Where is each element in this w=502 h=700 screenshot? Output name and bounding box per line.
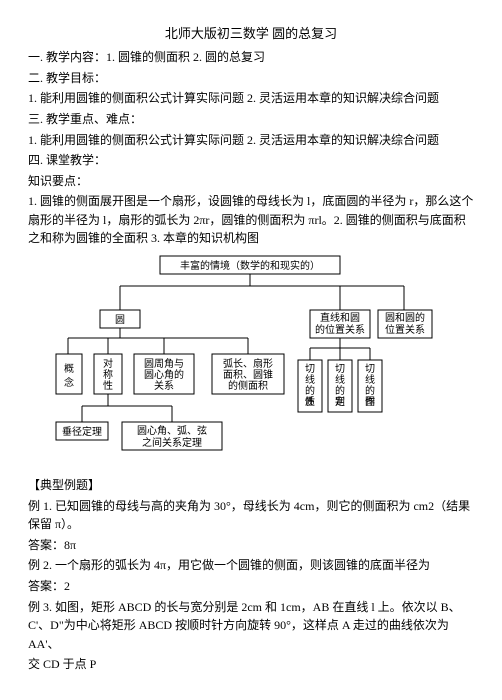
svg-text:的: 的 [335,384,345,397]
svg-text:性: 性 [103,379,113,392]
paragraph: 二. 教学目标： [28,69,474,88]
svg-text:线: 线 [365,373,375,386]
svg-text:之间关系定理: 之间关系定理 [142,436,202,449]
diagram-node: 直线和圆 [320,311,360,324]
svg-text:切: 切 [335,363,345,375]
svg-text:的: 的 [305,384,315,397]
paragraph: 三. 教学重点、难点： [28,110,474,129]
paragraph: 答案：2 [28,577,474,596]
svg-text:称: 称 [103,368,113,381]
svg-text:圆心角、弧、弦: 圆心角、弧、弦 [137,424,207,437]
paragraph: 1. 能利用圆锥的侧面积公式计算实际问题 2. 灵活运用本章的知识解决综合问题 [28,131,474,150]
svg-text:弧长、扇形: 弧长、扇形 [223,357,273,370]
paragraph: 例 2. 一个扇形的弧长为 4π，用它做一个圆锥的侧面，则该圆锥的底面半径为 [28,556,474,575]
svg-text:关系: 关系 [154,379,174,392]
svg-text:面积、圆锥: 面积、圆锥 [223,369,273,381]
svg-text:图: 图 [365,396,375,408]
svg-text:线: 线 [305,373,315,386]
svg-text:质: 质 [305,396,315,408]
svg-text:圆心角的: 圆心角的 [144,368,184,381]
paragraph: 知识要点： [28,172,474,191]
paragraph: 1. 圆锥的侧面展开图是一个扇形，设圆锥的母线长为 l，底面圆的半径为 r，那么… [28,192,474,248]
paragraph: 四. 课堂教学： [28,151,474,170]
diagram-node: 圆 [115,314,125,326]
paragraph: 【典型例题】 [28,476,474,495]
svg-text:对: 对 [103,357,113,370]
diagram-node: 圆和圆的 [385,311,425,324]
svg-text:圆周角与: 圆周角与 [144,358,184,370]
svg-text:概: 概 [64,362,74,375]
paragraph: 例 3. 如图，矩形 ABCD 的长与宽分别是 2cm 和 1cm，AB 在直线… [28,598,474,654]
svg-text:的侧面积: 的侧面积 [228,379,268,392]
svg-text:切: 切 [365,363,375,375]
paragraph: 1. 能利用圆锥的侧面积公式计算实际问题 2. 灵活运用本章的知识解决综合问题 [28,89,474,108]
paragraph: 答案：8π [28,536,474,555]
diagram-node: 位置关系 [385,323,425,336]
knowledge-diagram: 丰富的情境（数学的和现实的） 圆 直线和圆 的位置关系 圆和圆的 位置关系 概 … [52,254,474,472]
page-title: 北师大版初三数学 圆的总复习 [28,24,474,44]
svg-text:线: 线 [335,373,345,386]
svg-text:的: 的 [365,384,375,397]
svg-text:切: 切 [305,363,315,375]
paragraph: 例 1. 已知圆锥的母线与高的夹角为 30°，母线长为 4cm，则它的侧面积为 … [28,497,474,534]
diagram-top-label: 丰富的情境（数学的和现实的） [180,259,320,272]
paragraph: 一. 教学内容：1. 圆锥的侧面积 2. 圆的总复习 [28,48,474,67]
svg-text:念: 念 [64,376,74,389]
diagram-node: 的位置关系 [315,323,365,336]
svg-text:定: 定 [335,395,345,408]
paragraph: 交 CD 于点 P [28,655,474,674]
diagram-leaf: 垂径定理 [62,425,102,438]
